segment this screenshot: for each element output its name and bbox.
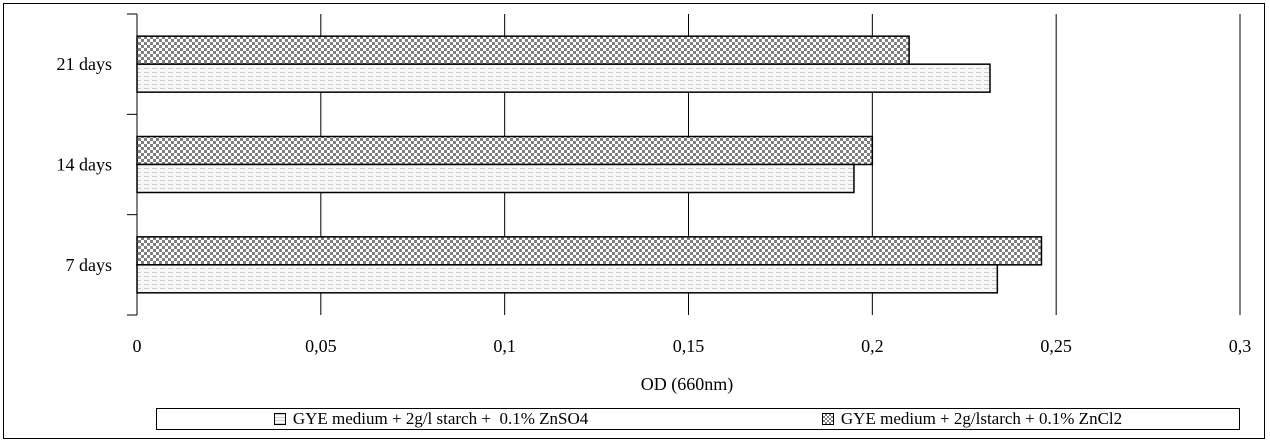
y-tick-label-2: 21 days: [57, 54, 113, 74]
legend-label-series-1: GYE medium + 2g/l starch + 0.1% ZnSO4: [292, 409, 589, 428]
y-tick-label-1: 14 days: [57, 155, 113, 175]
legend-swatch-series-1: [273, 413, 286, 425]
x-tick-label-3: 0,15: [673, 336, 705, 356]
x-tick-label-5: 0,25: [1040, 336, 1072, 356]
x-tick-label-2: 0,1: [493, 336, 516, 356]
legend-swatch-series-2: [821, 413, 834, 425]
bar-series-2-21-days: [136, 35, 910, 65]
bars: [136, 35, 1043, 294]
x-tick-label-1: 0,05: [305, 336, 337, 356]
legend: GYE medium + 2g/l starch + 0.1% ZnSO4 GY…: [156, 408, 1240, 430]
chart-frame: [3, 3, 1265, 439]
legend-item-series-1: GYE medium + 2g/l starch + 0.1% ZnSO4: [273, 409, 589, 429]
y-tick-label-0: 7 days: [66, 255, 113, 275]
legend-item-series-2: GYE medium + 2g/lstarch + 0.1% ZnCl2: [821, 409, 1123, 429]
bar-series-2-7-days: [136, 236, 1043, 266]
x-tick-label-4: 0,2: [861, 336, 884, 356]
legend-label-series-2: GYE medium + 2g/lstarch + 0.1% ZnCl2: [840, 409, 1123, 428]
x-tick-label-6: 0,3: [1229, 336, 1252, 356]
axes: [127, 13, 138, 316]
tick-labels: 0 0,05 0,1 0,15 0,2 0,25 0,3 7 days 14 days 21 da…: [57, 54, 1252, 356]
bar-series-2-14-days: [136, 135, 874, 166]
x-tick-label-0: 0: [133, 336, 142, 356]
x-axis-title: OD (660nm): [641, 374, 734, 395]
bar-series-1-7-days: [136, 264, 999, 294]
bar-series-1-14-days: [136, 163, 855, 194]
bar-series-1-21-days: [136, 63, 991, 93]
